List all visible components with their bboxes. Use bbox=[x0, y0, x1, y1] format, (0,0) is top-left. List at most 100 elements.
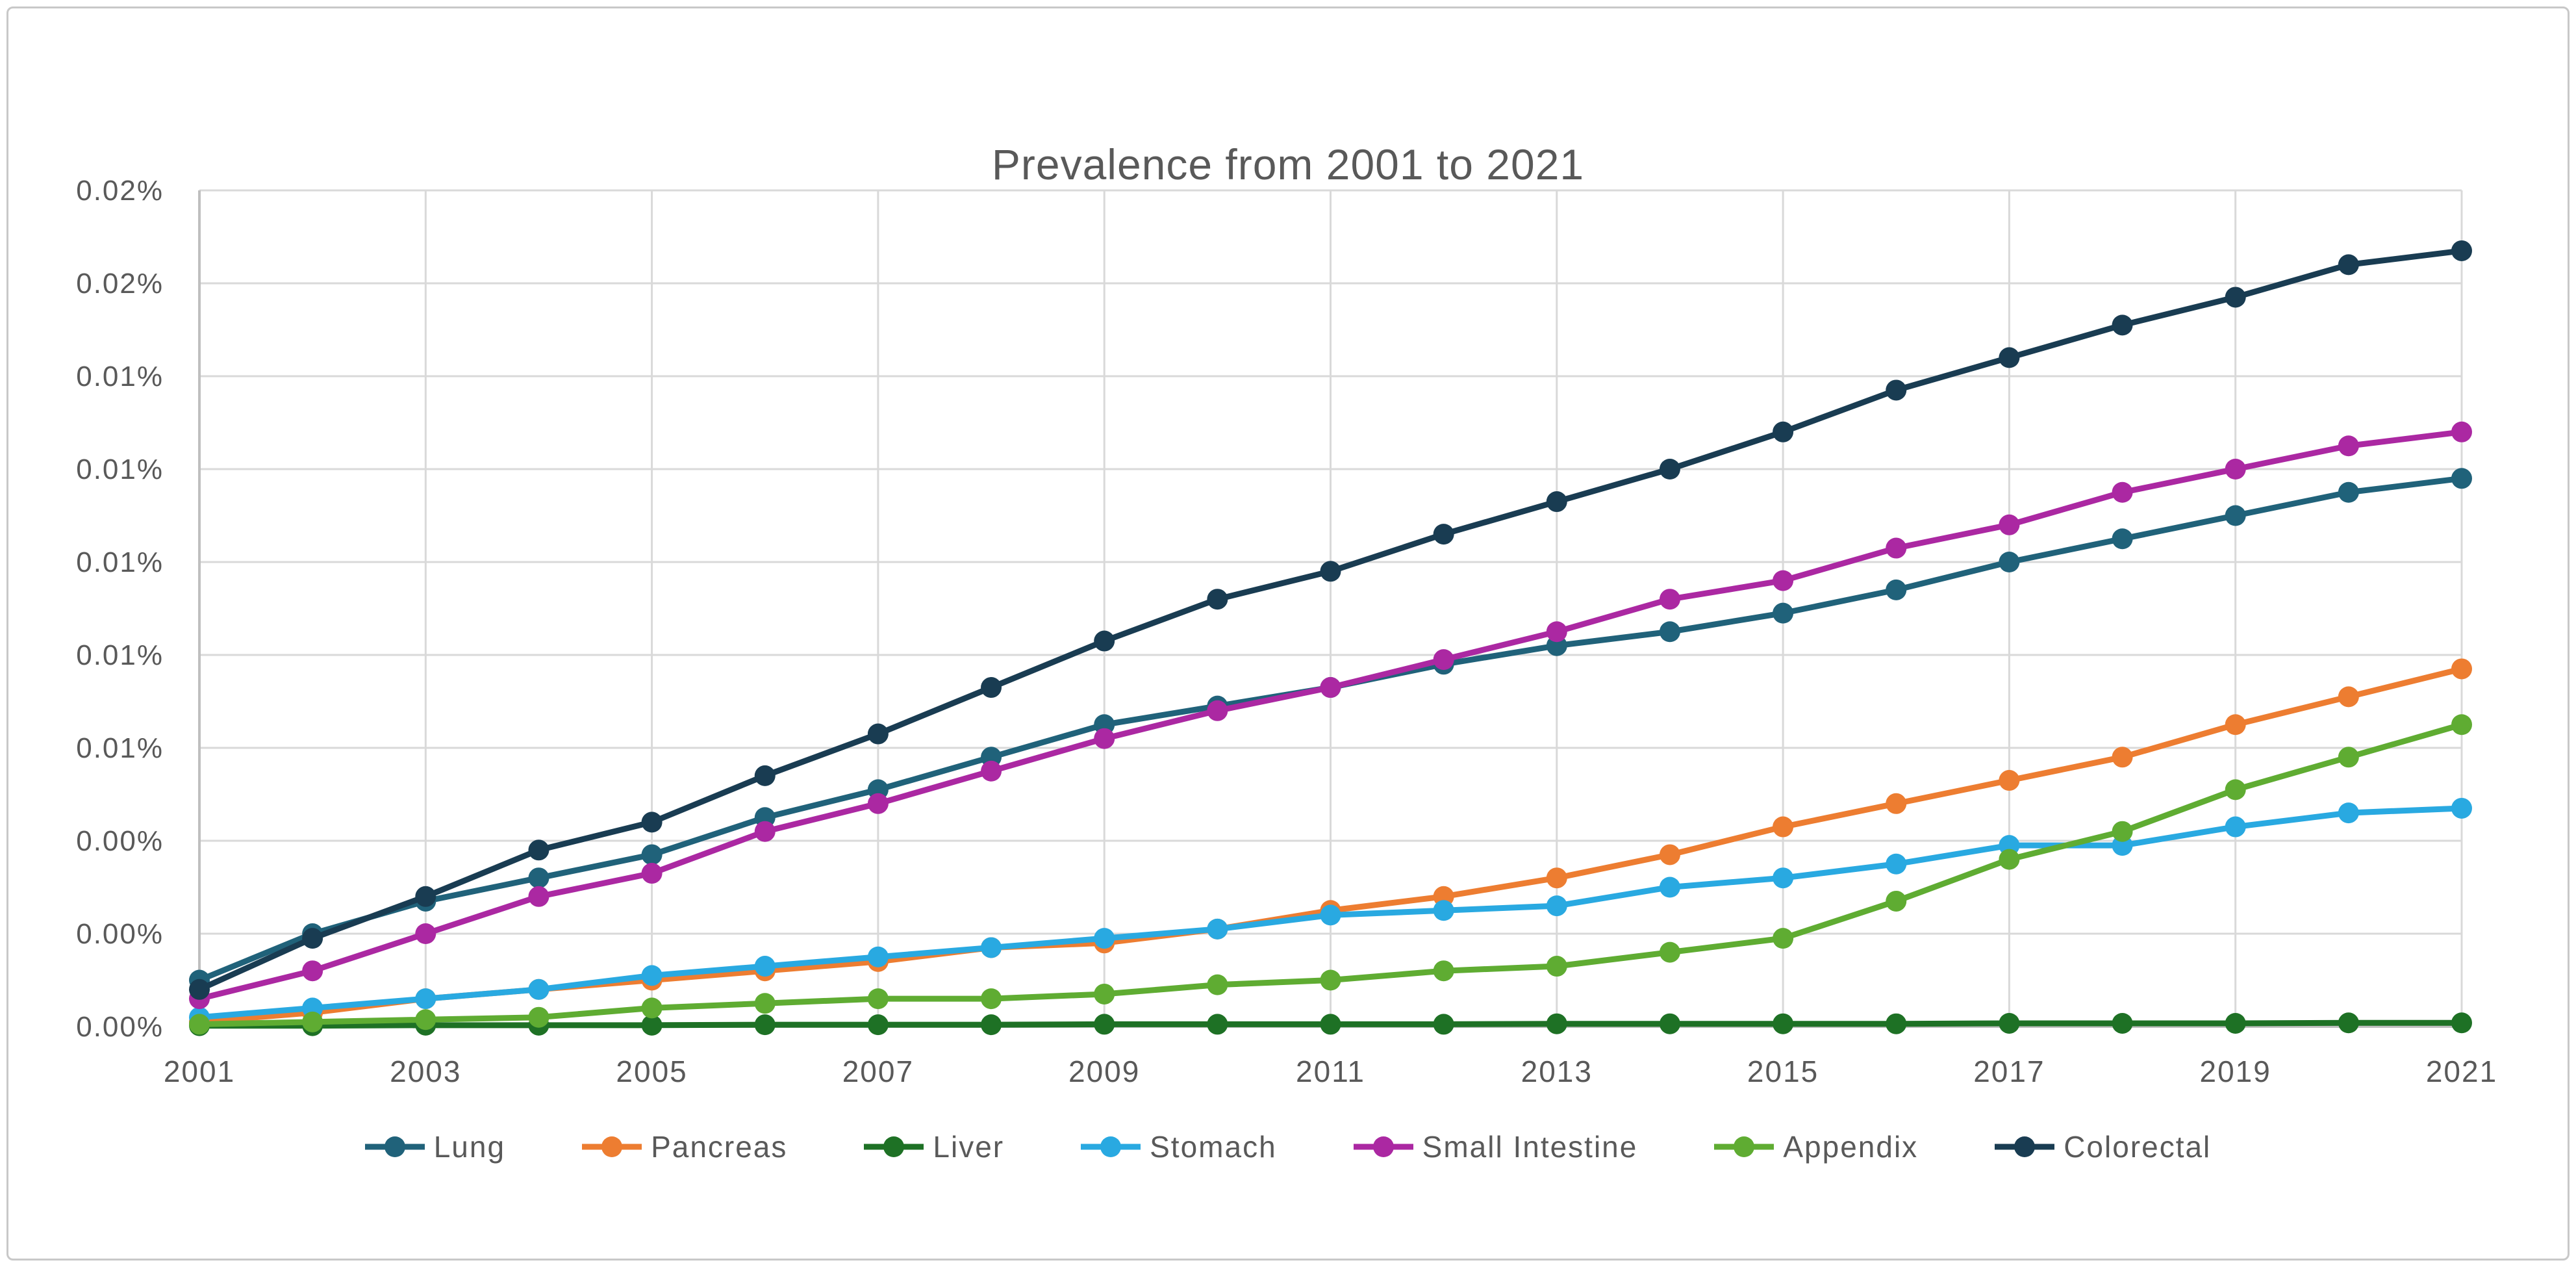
series-point-stomach bbox=[1773, 867, 1794, 889]
series-point-small-intestine bbox=[528, 886, 549, 907]
legend-marker-icon bbox=[1714, 1136, 1774, 1157]
x-axis-tick-label: 2007 bbox=[842, 1055, 914, 1088]
legend-item-colorectal: Colorectal bbox=[1995, 1129, 2211, 1164]
series-point-stomach bbox=[2451, 797, 2472, 819]
series-point-colorectal bbox=[189, 979, 210, 1000]
series-point-small-intestine bbox=[2112, 481, 2133, 503]
series-point-appendix bbox=[528, 1006, 549, 1028]
series-point-colorectal bbox=[1207, 589, 1228, 610]
series-point-liver bbox=[1999, 1012, 2020, 1034]
series-point-small-intestine bbox=[1659, 589, 1680, 610]
series-point-small-intestine bbox=[1999, 514, 2020, 535]
series-point-lung bbox=[1999, 552, 2020, 572]
series-point-stomach bbox=[981, 937, 1002, 958]
legend-label: Appendix bbox=[1783, 1130, 1919, 1164]
series-point-small-intestine bbox=[2451, 421, 2472, 442]
y-axis-tick-label: 0.02% bbox=[76, 175, 164, 207]
series-point-stomach bbox=[528, 979, 549, 1000]
series-point-pancreas bbox=[1546, 867, 1567, 889]
series-point-small-intestine bbox=[2338, 435, 2359, 457]
series-point-stomach bbox=[1207, 918, 1228, 940]
y-axis-tick-label: 0.00% bbox=[76, 918, 164, 950]
x-axis-tick-label: 2015 bbox=[1747, 1055, 1819, 1088]
series-point-appendix bbox=[1433, 960, 1454, 982]
y-axis-tick-label: 0.00% bbox=[76, 825, 164, 857]
series-point-liver bbox=[1773, 1013, 1794, 1034]
series-point-appendix bbox=[2225, 779, 2246, 800]
series-point-appendix bbox=[2338, 747, 2359, 768]
series-point-colorectal bbox=[641, 812, 663, 833]
legend-label: Pancreas bbox=[651, 1130, 788, 1164]
series-point-appendix bbox=[1773, 928, 1794, 949]
series-point-small-intestine bbox=[1886, 537, 1907, 559]
series-point-colorectal bbox=[1433, 524, 1454, 545]
x-axis-tick-label: 2005 bbox=[616, 1055, 687, 1088]
series-point-pancreas bbox=[1773, 816, 1794, 838]
legend-marker-icon bbox=[364, 1136, 425, 1157]
series-point-appendix bbox=[2451, 714, 2472, 736]
series-point-appendix bbox=[415, 1009, 436, 1030]
series-point-liver bbox=[2451, 1012, 2472, 1034]
x-axis-tick-label: 2011 bbox=[1296, 1055, 1365, 1088]
series-point-liver bbox=[1320, 1014, 1341, 1035]
series-point-appendix bbox=[1320, 969, 1341, 991]
series-point-stomach bbox=[1886, 853, 1907, 875]
legend-item-appendix: Appendix bbox=[1714, 1129, 1918, 1164]
series-point-lung bbox=[1886, 579, 1907, 600]
y-axis-tick-label: 0.01% bbox=[76, 639, 164, 671]
series-point-appendix bbox=[867, 988, 889, 1010]
series-point-appendix bbox=[2112, 821, 2133, 842]
series-point-lung bbox=[528, 867, 549, 889]
series-point-pancreas bbox=[2112, 747, 2133, 768]
x-axis-tick-label: 2001 bbox=[164, 1055, 235, 1088]
series-point-colorectal bbox=[1886, 379, 1907, 401]
legend-item-small-intestine: Small Intestine bbox=[1353, 1129, 1638, 1164]
series-point-appendix bbox=[754, 993, 776, 1014]
legend-marker-icon bbox=[1353, 1136, 1413, 1157]
series-point-stomach bbox=[1433, 900, 1454, 921]
series-point-colorectal bbox=[2112, 314, 2133, 336]
series-point-pancreas bbox=[2338, 686, 2359, 708]
series-point-small-intestine bbox=[981, 760, 1002, 782]
y-axis-tick-label: 0.00% bbox=[76, 1011, 164, 1043]
series-point-lung bbox=[2451, 468, 2472, 489]
series-point-appendix bbox=[641, 997, 663, 1019]
legend-marker-icon bbox=[1081, 1136, 1141, 1157]
series-point-small-intestine bbox=[302, 960, 323, 982]
legend-item-liver: Liver bbox=[864, 1129, 1004, 1164]
series-point-small-intestine bbox=[867, 793, 889, 814]
series-point-colorectal bbox=[2338, 254, 2359, 275]
series-point-liver bbox=[641, 1014, 663, 1036]
legend-marker-icon bbox=[582, 1136, 642, 1157]
series-point-stomach bbox=[641, 965, 663, 986]
series-point-stomach bbox=[2225, 816, 2246, 838]
series-point-liver bbox=[1659, 1013, 1680, 1034]
series-point-colorectal bbox=[981, 677, 1002, 698]
series-point-lung bbox=[2338, 481, 2359, 503]
series-point-small-intestine bbox=[1094, 728, 1115, 749]
series-point-liver bbox=[1433, 1014, 1454, 1035]
series-point-pancreas bbox=[1999, 770, 2020, 791]
y-axis-tick-label: 0.01% bbox=[76, 546, 164, 578]
series-point-appendix bbox=[302, 1011, 323, 1032]
series-point-liver bbox=[867, 1014, 889, 1036]
series-point-lung bbox=[641, 844, 663, 865]
series-point-colorectal bbox=[1659, 459, 1680, 480]
series-point-appendix bbox=[1546, 956, 1567, 977]
legend-label: Liver bbox=[933, 1130, 1005, 1164]
x-axis-tick-label: 2013 bbox=[1521, 1055, 1593, 1088]
series-point-small-intestine bbox=[754, 821, 776, 842]
legend-item-lung: Lung bbox=[364, 1129, 505, 1164]
x-axis-tick-label: 2019 bbox=[2200, 1055, 2271, 1088]
series-point-liver bbox=[754, 1014, 776, 1036]
y-axis-tick-label: 0.01% bbox=[76, 361, 164, 392]
legend-label: Colorectal bbox=[2064, 1130, 2212, 1164]
series-point-stomach bbox=[1546, 895, 1567, 917]
series-point-appendix bbox=[1999, 849, 2020, 870]
series-point-small-intestine bbox=[415, 923, 436, 944]
legend-item-pancreas: Pancreas bbox=[582, 1129, 787, 1164]
legend-marker-icon bbox=[864, 1136, 924, 1157]
series-point-colorectal bbox=[1546, 491, 1567, 513]
y-axis-tick-label: 0.02% bbox=[76, 268, 164, 300]
series-point-colorectal bbox=[1320, 561, 1341, 582]
